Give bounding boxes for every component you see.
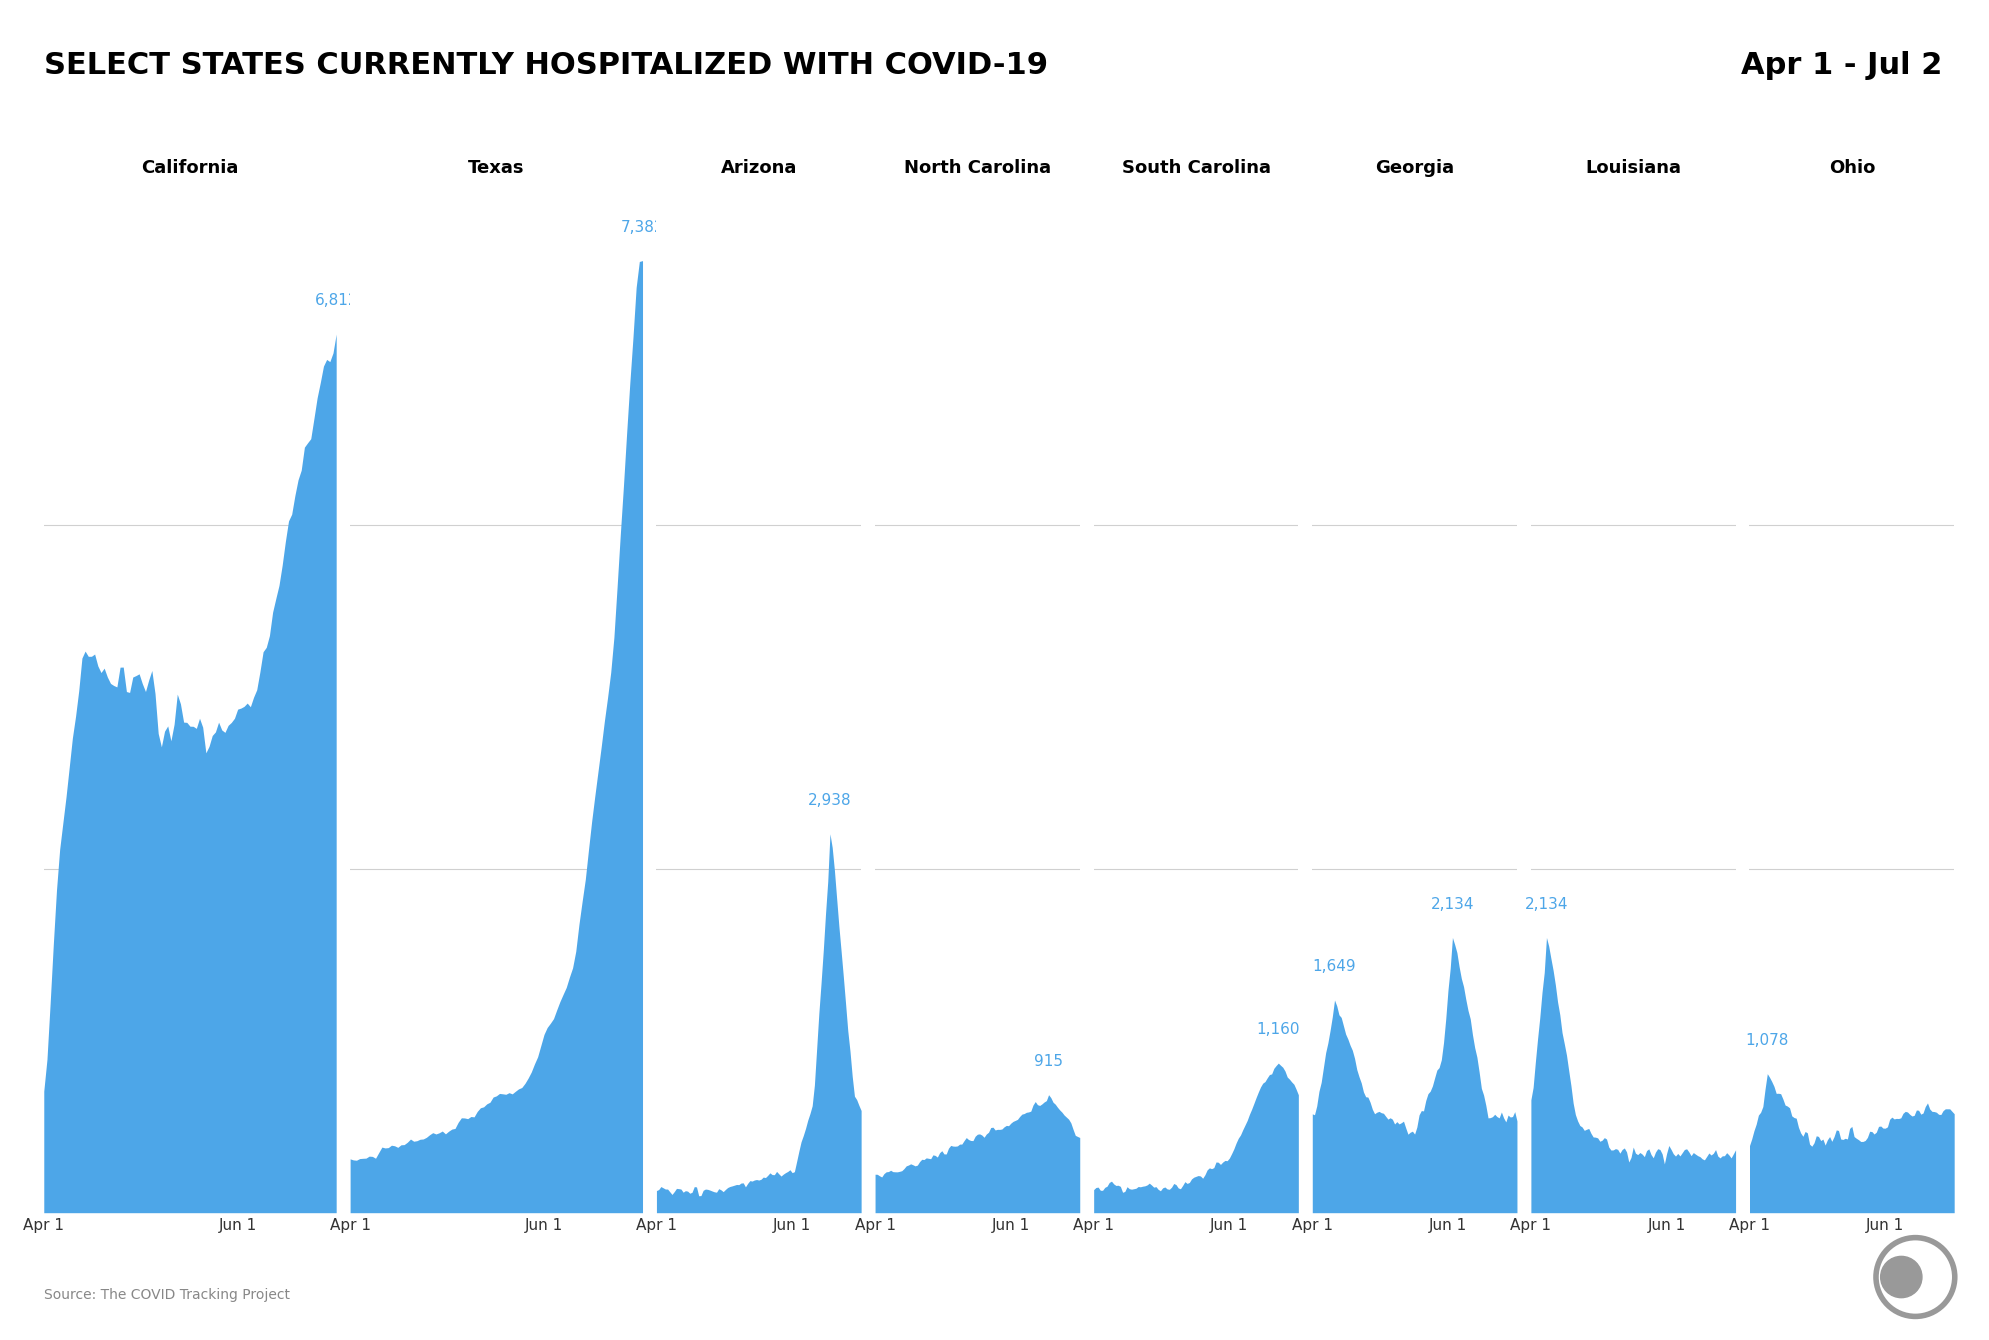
Title: California: California xyxy=(141,158,239,177)
Text: 915: 915 xyxy=(1034,1053,1062,1069)
Title: Arizona: Arizona xyxy=(720,158,796,177)
Title: Georgia: Georgia xyxy=(1374,158,1454,177)
Text: 1,078: 1,078 xyxy=(1744,1033,1788,1048)
Text: SELECT STATES CURRENTLY HOSPITALIZED WITH COVID-19: SELECT STATES CURRENTLY HOSPITALIZED WIT… xyxy=(44,51,1048,80)
Text: 1,160: 1,160 xyxy=(1255,1022,1299,1037)
Text: 1,649: 1,649 xyxy=(1313,959,1356,974)
Text: 2,938: 2,938 xyxy=(808,793,851,808)
Text: 7,382: 7,382 xyxy=(621,220,664,234)
Circle shape xyxy=(1880,1257,1921,1297)
Text: 2,134: 2,134 xyxy=(1524,896,1567,911)
Text: Apr 1 - Jul 2: Apr 1 - Jul 2 xyxy=(1740,51,1941,80)
Title: South Carolina: South Carolina xyxy=(1122,158,1269,177)
Title: Ohio: Ohio xyxy=(1828,158,1874,177)
Title: North Carolina: North Carolina xyxy=(903,158,1050,177)
Title: Louisiana: Louisiana xyxy=(1585,158,1681,177)
Text: 2,134: 2,134 xyxy=(1430,896,1474,911)
Text: Source: The COVID Tracking Project: Source: The COVID Tracking Project xyxy=(44,1289,290,1302)
Text: 6,812: 6,812 xyxy=(314,293,358,308)
Title: Texas: Texas xyxy=(467,158,525,177)
